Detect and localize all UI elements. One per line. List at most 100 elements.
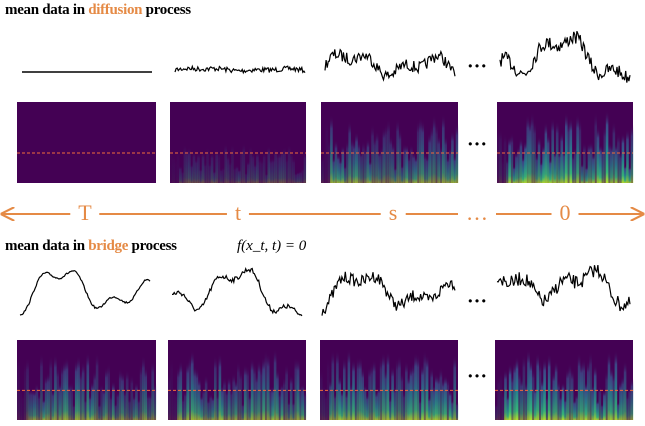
spectrogram-band: [358, 141, 361, 183]
spectrogram-band: [440, 367, 443, 420]
spectrogram-band: [579, 118, 582, 183]
spectrogram-band: [359, 357, 362, 420]
spectrogram-band: [583, 142, 586, 183]
spectrogram-band: [447, 157, 450, 183]
spectrogram-band: [392, 143, 395, 183]
spectrogram-band: [140, 364, 143, 420]
spectrogram-band: [147, 394, 150, 420]
spectrogram-band: [243, 143, 246, 183]
timeline-label: …: [458, 200, 496, 226]
spectrogram-band: [61, 364, 64, 420]
spectrogram-band: [451, 400, 454, 420]
spectrogram-band: [596, 400, 599, 420]
spectrogram-band: [551, 118, 554, 183]
spectrogram-band: [500, 372, 503, 420]
title-prefix: mean data in: [5, 2, 88, 18]
spectrogram-band: [22, 394, 25, 420]
spectrogram-band: [380, 146, 383, 183]
ellipsis: …: [467, 129, 487, 152]
spectrogram-band: [262, 357, 265, 420]
spectrogram-band: [290, 375, 293, 420]
spectrogram-band: [344, 166, 347, 183]
spectrogram-band: [45, 375, 48, 420]
spectrogram-band: [235, 379, 238, 420]
spectrogram-band: [560, 131, 563, 183]
spectrogram-band: [290, 151, 293, 183]
spectrogram-band: [619, 152, 622, 183]
spectrogram-band: [626, 395, 629, 420]
spectrogram-band: [364, 147, 367, 183]
spectrogram-band: [453, 355, 456, 420]
spectrogram-band: [506, 159, 509, 183]
spectrogram-band: [553, 372, 556, 420]
spectrogram-band: [348, 349, 351, 420]
spectrogram-band: [198, 377, 201, 420]
spectrogram-band: [218, 151, 221, 183]
ellipsis: …: [467, 51, 487, 74]
spectrogram-band: [288, 145, 291, 183]
spectrogram-band: [190, 164, 193, 183]
spectrogram-band: [244, 364, 247, 420]
spectrogram-band: [214, 356, 217, 420]
spectrogram-band: [628, 387, 631, 420]
spectrogram-band: [258, 158, 261, 183]
spectrogram-band: [582, 359, 585, 420]
spectrogram-band: [334, 394, 337, 420]
spectrogram-band: [172, 155, 175, 183]
spectrogram-band: [419, 400, 422, 420]
spectrogram-band: [329, 379, 332, 420]
spectrogram-band: [631, 378, 634, 420]
spectrogram-band: [352, 359, 355, 420]
spectrogram-band: [137, 399, 140, 420]
spectrogram-band: [265, 350, 268, 420]
spectrogram-band: [203, 387, 206, 420]
spectrogram-band: [601, 146, 604, 183]
spectrogram-band: [451, 131, 454, 183]
spectrogram-band: [267, 353, 270, 420]
spectrogram-band: [435, 374, 438, 420]
spectrogram-band: [89, 395, 92, 420]
spectrogram-band: [52, 390, 55, 420]
spectrogram-band: [569, 363, 572, 420]
spectrogram-band: [321, 157, 324, 183]
spectrogram-band: [278, 392, 281, 420]
spectrogram-band: [184, 391, 187, 420]
spectrogram-band: [229, 161, 232, 183]
spectrogram-band: [216, 394, 219, 420]
spectrogram-band: [142, 355, 145, 420]
spectrogram-band: [531, 112, 534, 183]
spectrogram-band: [281, 384, 284, 420]
spectrogram-band: [387, 119, 390, 183]
spectrogram-band: [412, 152, 415, 183]
spectrogram-band: [511, 374, 514, 420]
spectrogram-band: [619, 381, 622, 420]
spectrogram-band: [93, 370, 96, 420]
spectrogram-band: [615, 350, 618, 420]
spectrogram-band: [572, 154, 575, 183]
spectrogram-band: [117, 392, 120, 420]
spectrogram-band: [272, 157, 275, 183]
spectrogram-band: [320, 369, 323, 420]
spectrogram-band: [444, 136, 447, 183]
spectrogram-band: [154, 383, 157, 420]
spectrogram-band: [231, 144, 234, 183]
spectrogram-band: [597, 127, 600, 183]
spectrogram-band: [31, 389, 34, 420]
spectrogram-band: [557, 380, 560, 420]
spectrogram-band: [341, 391, 344, 420]
spectrogram-band: [254, 164, 257, 183]
spectrogram-band: [337, 154, 340, 183]
spectrogram-band: [374, 136, 377, 183]
spectrogram-band: [576, 114, 579, 183]
spectrogram-band: [628, 167, 631, 183]
spectrogram-band: [360, 151, 363, 183]
spectrogram-band: [426, 156, 429, 183]
spectrogram-band: [325, 394, 328, 420]
spectrogram-band: [288, 402, 291, 420]
spectrogram-band: [497, 376, 500, 420]
spectrogram-band: [42, 399, 45, 420]
spectrogram-band: [251, 358, 254, 420]
spectrogram-band: [204, 162, 207, 183]
spectrogram-band: [260, 365, 263, 420]
spectrogram-band: [33, 390, 36, 420]
